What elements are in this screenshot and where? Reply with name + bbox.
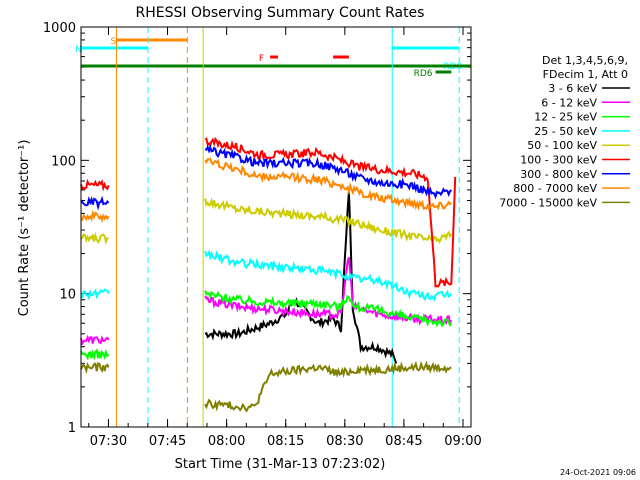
y-tick-label: 100 [51, 154, 76, 169]
series-line [204, 136, 457, 288]
series-line [204, 157, 452, 212]
legend-item-label: 800 - 7000 keV [513, 182, 597, 195]
series-line [204, 290, 453, 328]
flag-label: S [110, 37, 116, 47]
series-line [80, 195, 110, 211]
x-tick-label: 08:00 [208, 434, 245, 449]
y-tick-label: 1000 [43, 21, 76, 36]
x-axis-label: Start Time (31-Mar-13 07:23:02) [175, 457, 386, 472]
series-lines [80, 136, 457, 413]
series-line [204, 257, 453, 326]
series-line [204, 197, 453, 244]
series-line [80, 178, 110, 192]
axis-ticks: 07:30 07:45 08:00 08:15 08:30 08:45 09:00 1 10 10… [43, 21, 482, 449]
legend-item-label: 6 - 12 keV [541, 96, 597, 109]
annotations: SNFRD0RD6 [75, 27, 471, 427]
legend-item-label: 3 - 6 keV [548, 82, 597, 95]
legend-item-label: 25 - 50 keV [534, 125, 597, 138]
flag-label: RD6 [414, 69, 433, 79]
series-line [80, 288, 110, 301]
x-tick-label: 07:30 [90, 434, 127, 449]
series-line [204, 249, 453, 302]
plot-frame [80, 26, 472, 428]
chart-title: RHESSI Observing Summary Count Rates [136, 5, 425, 21]
legend-item-label: 50 - 100 keV [527, 139, 597, 152]
series-line [80, 334, 110, 346]
legend-item-label: 100 - 300 keV [520, 154, 597, 167]
x-tick-label: 09:00 [444, 434, 481, 449]
legend-item-label: 12 - 25 keV [534, 111, 597, 124]
series-line [80, 231, 109, 245]
legend-header: Det 1,3,4,5,6,9, [542, 54, 628, 67]
y-axis-label: Count Rate (s⁻¹ detector⁻¹) [17, 140, 32, 317]
series-line [204, 144, 453, 200]
series-line [204, 360, 452, 413]
x-tick-label: 07:45 [149, 434, 186, 449]
series-line [80, 209, 110, 223]
x-tick-label: 08:45 [385, 434, 422, 449]
legend-item-label: 7000 - 15000 keV [499, 196, 597, 209]
legend-header: FDecim 1, Att 0 [543, 68, 628, 81]
y-tick-label: 10 [59, 288, 76, 303]
flag-label: N [75, 45, 82, 55]
legend: Det 1,3,4,5,6,9,FDecim 1, Att 03 - 6 keV… [499, 54, 630, 209]
y-tick-label: 1 [68, 421, 76, 436]
footer-date: 24-Oct-2021 09:06 [560, 468, 636, 477]
legend-item-label: 300 - 800 keV [520, 168, 597, 181]
x-tick-label: 08:15 [267, 434, 304, 449]
series-line [80, 362, 110, 375]
series-line [80, 348, 110, 361]
x-tick-label: 08:30 [326, 434, 363, 449]
flag-label: F [259, 54, 264, 64]
